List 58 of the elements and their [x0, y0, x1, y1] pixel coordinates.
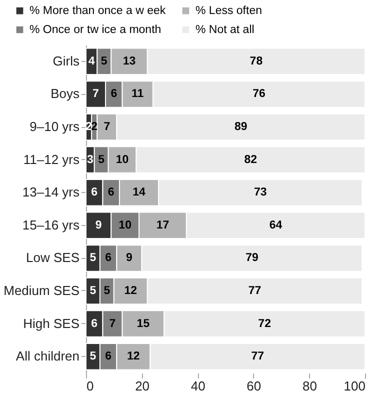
y-tick-label: Medium SES: [4, 283, 80, 298]
data-label: 7: [92, 88, 99, 100]
legend-label: % Once or tw ice a month: [30, 24, 162, 36]
data-label: 12: [127, 350, 140, 363]
data-label: 78: [250, 55, 264, 68]
y-tick-label: Boys: [50, 86, 80, 102]
data-label: 77: [248, 285, 262, 297]
data-label: 10: [116, 154, 129, 166]
data-label: 5: [100, 55, 108, 68]
data-label: 6: [105, 252, 112, 264]
data-label: 6: [105, 350, 112, 363]
x-tick-label: 80: [302, 378, 317, 394]
y-tick-label: High SES: [23, 316, 80, 331]
data-label: 10: [118, 219, 132, 232]
data-label: 4: [88, 55, 96, 68]
x-tick-label: 100: [344, 378, 366, 394]
data-label: 6: [110, 88, 118, 100]
data-label: 9: [126, 252, 132, 264]
y-tick-label: Low SES: [26, 250, 80, 266]
x-tick-label: 60: [246, 378, 262, 394]
data-label: 5: [104, 285, 111, 297]
x-tick-label: 20: [135, 378, 150, 394]
x-tick-label: 0: [86, 378, 94, 394]
data-label: 76: [252, 88, 266, 100]
data-label: 12: [124, 285, 138, 297]
y-tick-label: 11–12 yrs: [23, 152, 80, 167]
data-label: 3: [86, 154, 94, 166]
data-label: 79: [246, 252, 258, 264]
data-label: 6: [91, 186, 98, 199]
data-label: 6: [91, 318, 98, 330]
data-label: 15: [136, 318, 150, 330]
legend-label: % Not at all: [196, 24, 254, 36]
data-label: 7: [109, 318, 116, 330]
y-tick-label: 9–10 yrs: [30, 119, 80, 134]
data-label: 89: [234, 121, 248, 133]
data-label: 72: [258, 318, 271, 330]
y-tick-label: 15–16 yrs: [22, 217, 80, 232]
data-label: 77: [251, 350, 264, 363]
data-label: 5: [90, 252, 97, 264]
data-label: 6: [108, 186, 114, 199]
data-label: 5: [90, 350, 97, 363]
x-tick-label: 40: [190, 378, 206, 394]
data-label: 13: [122, 55, 136, 68]
data-label: 82: [244, 154, 258, 166]
data-label: 11: [132, 88, 144, 100]
data-label: 17: [156, 219, 170, 232]
y-tick-label: Girls: [52, 53, 80, 68]
data-label: 5: [90, 285, 97, 297]
data-label: 7: [104, 121, 110, 133]
data-label: 73: [254, 186, 267, 199]
y-tick-label: 13–14 yrs: [22, 184, 80, 200]
data-label: 64: [269, 219, 283, 232]
data-label: 9: [95, 219, 102, 232]
legend-label: % Less often: [196, 4, 262, 17]
data-label: 14: [132, 186, 146, 199]
data-label: 5: [98, 154, 106, 166]
legend-label: % More than once a w eek: [30, 4, 166, 17]
y-tick-label: All children: [16, 348, 80, 364]
